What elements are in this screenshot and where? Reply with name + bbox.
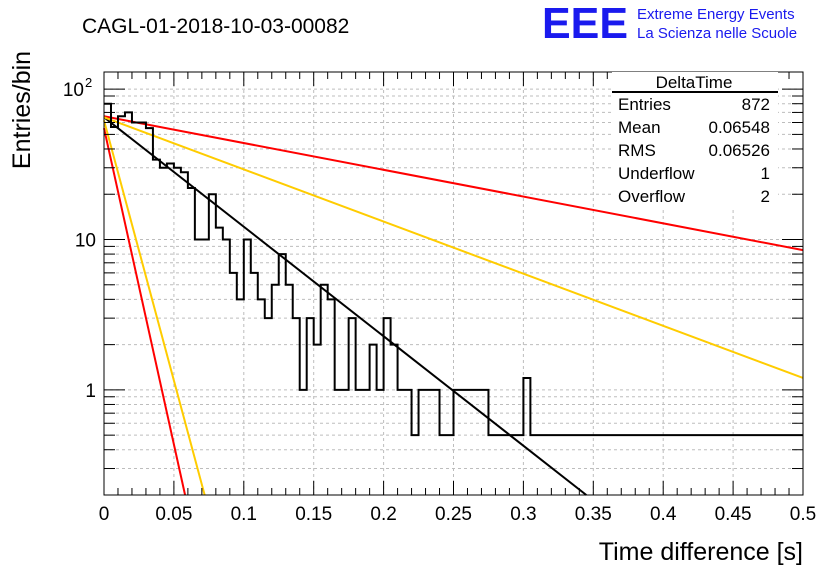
x-tick-label: 0.35 <box>575 504 612 525</box>
stats-row-label: Mean <box>618 118 661 137</box>
stats-row-value: 872 <box>742 95 770 114</box>
stats-box-bg <box>612 72 778 208</box>
x-tick-label: 0 <box>99 504 110 525</box>
chart-title: CAGL-01-2018-10-03-00082 <box>82 15 349 38</box>
x-axis-label: Time difference [s] <box>599 538 803 566</box>
stats-row-value: 1 <box>761 164 770 183</box>
x-tick-label: 0.05 <box>155 504 192 525</box>
stats-row-value: 0.06526 <box>709 141 770 160</box>
y-tick-exponent: 2 <box>85 75 92 90</box>
y-tick-label: 10 <box>75 231 96 252</box>
x-tick-labels: 0 0.05 0.1 0.15 0.2 0.25 0.3 0.35 0.4 0.45 0.5 <box>99 504 817 525</box>
fit-line <box>103 116 587 496</box>
eee-logo: EEE Extreme Energy Events La Scienza nel… <box>542 0 797 48</box>
fit-line <box>103 127 187 496</box>
fit-line <box>103 115 804 252</box>
x-tick-label: 0.45 <box>715 504 752 525</box>
fit-line <box>103 116 804 379</box>
stats-row-value: 0.06548 <box>709 118 770 137</box>
fit-line <box>103 120 206 496</box>
stats-row-value: 2 <box>761 187 770 206</box>
x-tick-label: 0.5 <box>790 504 816 525</box>
eee-logo-line2: La Scienza nelle Scuole <box>637 25 797 42</box>
stats-title: DeltaTime <box>656 73 733 92</box>
histogram-bins <box>104 102 803 437</box>
fit-lines <box>103 115 804 496</box>
stats-row-label: Entries <box>618 95 671 114</box>
stats-row-label: RMS <box>618 141 656 160</box>
y-tick-label: 10 <box>63 80 84 101</box>
y-axis-label: Entries/bin <box>8 51 36 169</box>
x-tick-label: 0.25 <box>435 504 472 525</box>
stats-box: DeltaTime Entries 872 Mean 0.06548 RMS 0.0652… <box>612 72 778 208</box>
histogram-series <box>104 102 803 437</box>
x-tick-label: 0.3 <box>510 504 536 525</box>
x-tick-label: 0.4 <box>650 504 677 525</box>
stats-rows: Entries 872 Mean 0.06548 RMS 0.06526 Underflow… <box>618 95 770 206</box>
x-tick-label: 0.1 <box>231 504 257 525</box>
x-tick-label: 0.15 <box>295 504 332 525</box>
stats-row-label: Overflow <box>618 187 686 206</box>
stats-row-label: Underflow <box>618 164 695 183</box>
x-tick-label: 0.2 <box>370 504 396 525</box>
eee-logo-line1: Extreme Energy Events <box>637 6 795 23</box>
eee-logo-letters: EEE <box>542 0 628 48</box>
y-tick-label: 1 <box>85 381 96 402</box>
